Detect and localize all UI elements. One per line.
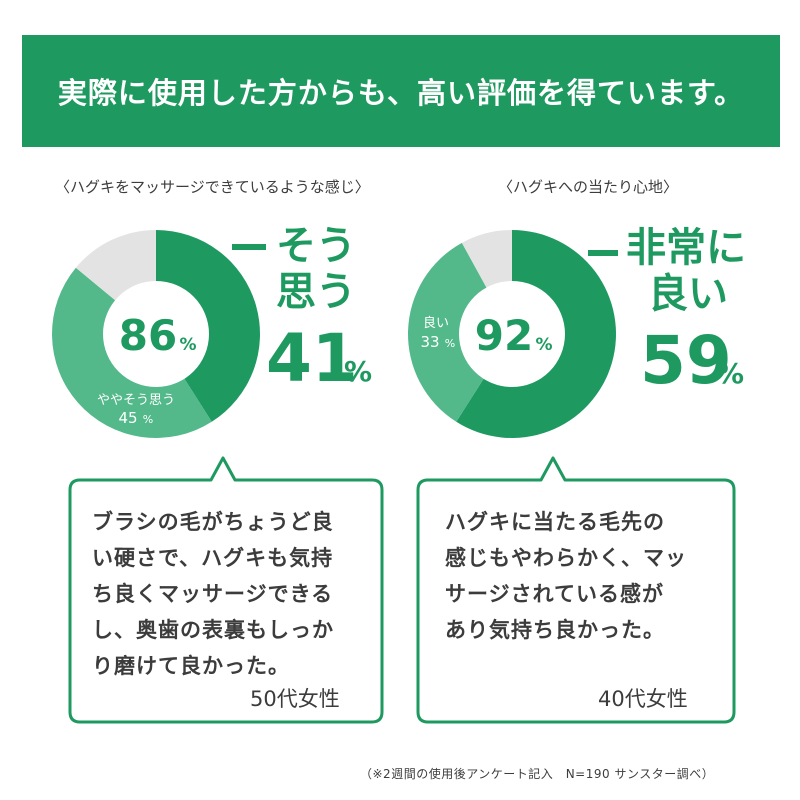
banner-title: 実際に使用した方からも、高い評価を得ています。 [57,76,745,110]
right-testimonial-author: 40代女性 [598,687,688,711]
right-testimonial-text: ハグキに当たる毛先の 感じもやわらかく、マッ サージされている感が あり気持ち良… [445,504,687,648]
left-center-value: 86 [119,311,177,360]
left-highlight-value: 41 [266,320,358,397]
left-testimonial-line: り磨けて良かった。 [92,654,290,678]
right-center-value: 92 [475,311,533,360]
right-inner-label-unit: % [445,337,455,350]
left-testimonial-line: し、奥歯の表裏もしっか [92,618,334,642]
right-speech-bubble [416,456,736,724]
left-highlight-line1: そう [276,223,356,269]
left-inner-label-name: ややそう思う [97,393,175,408]
left-testimonial-line: ち良くマッサージできる [92,582,334,606]
right-inner-label-value: 33 [420,333,439,351]
header-banner: 実際に使用した方からも、高い評価を得ています。 [22,35,780,147]
survey-footnote: （※2週間の使用後アンケート記入 N=190 サンスター調べ） [360,767,715,781]
right-highlight-line2: 良い [648,271,728,317]
right-chart-title: 〈ハグキへの当たり心地〉 [498,178,679,196]
left-donut-chart: 86 % ややそう思う 45 % [51,230,260,438]
left-speech-bubble [68,456,384,724]
right-donut-chart: 92 % 良い 33 % [407,230,617,438]
left-highlight-unit: % [344,355,373,388]
left-highlight-line2: 思う [276,269,356,315]
left-inner-label-value: 45 [118,409,137,427]
left-chart-title: 〈ハグキをマッサージできているような感じ〉 [55,178,370,196]
right-testimonial-line: ハグキに当たる毛先の [445,510,665,534]
left-donut-hole [103,281,209,387]
left-center-unit: % [179,335,196,355]
right-callout-line [588,250,618,256]
left-testimonial-author: 50代女性 [250,687,340,711]
right-testimonial-line: 感じもやわらかく、マッ [445,546,687,570]
left-testimonial-text: ブラシの毛がちょうど良 い硬さで、ハグキも気持 ち良くマッサージできる し、奥歯… [92,504,334,684]
right-center-unit: % [535,335,552,355]
left-testimonial-line: い硬さで、ハグキも気持 [92,546,334,570]
left-inner-label-unit: % [143,413,153,426]
right-highlight-unit: % [716,357,745,390]
right-testimonial-line: サージされている感が [445,582,664,606]
right-testimonial-line: あり気持ち良かった。 [445,618,665,642]
right-highlight-value: 59 [640,322,732,399]
left-testimonial-line: ブラシの毛がちょうど良 [92,510,334,534]
right-donut-hole [459,281,565,387]
right-inner-label-name: 良い [423,315,449,331]
left-callout-line [232,244,266,250]
right-highlight-line1: 非常に [626,225,746,271]
